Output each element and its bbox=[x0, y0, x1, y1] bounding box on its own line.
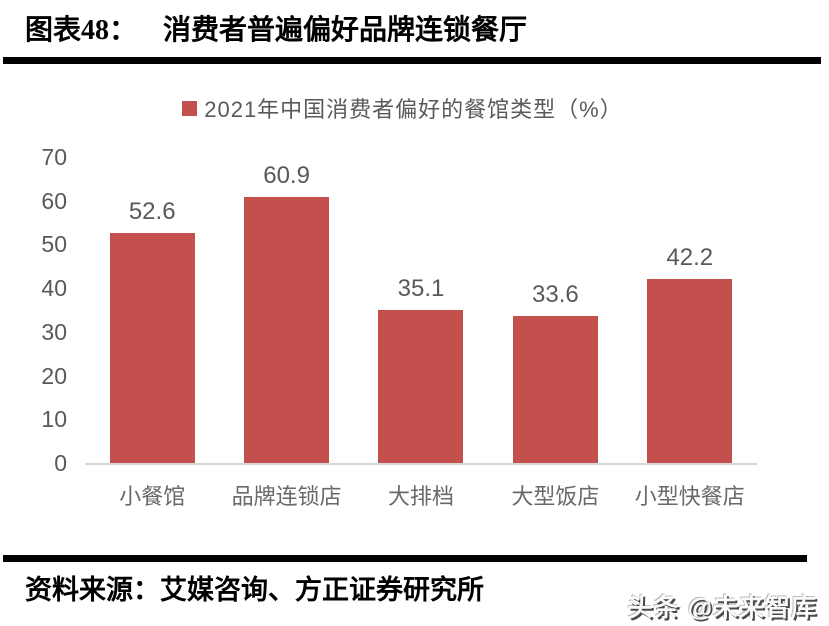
bar-value-label: 52.6 bbox=[128, 198, 176, 226]
bar-column: 52.6 bbox=[85, 198, 219, 463]
plot-area: 0 10 20 30 40 50 60 70 52.6 小餐馆 60.9 品牌连锁店 35.1 大排档 33… bbox=[41, 144, 757, 509]
chart-title: 图表48： 消费者普遍偏好品牌连锁餐厅 bbox=[25, 8, 815, 48]
source-note: 资料来源：艾媒咨询、方正证券研究所 bbox=[25, 575, 484, 605]
bar-column: 35.1 bbox=[354, 275, 488, 463]
bar-column: 42.2 bbox=[623, 244, 757, 463]
legend-marker-icon bbox=[182, 100, 198, 116]
x-axis-category-label: 大型饭店 bbox=[511, 484, 600, 509]
x-axis-category-label: 小型快餐店 bbox=[634, 484, 745, 509]
y-axis-tick-label: 10 bbox=[41, 406, 67, 433]
bar-value-label: 42.2 bbox=[666, 243, 714, 271]
title-divider-rule bbox=[3, 57, 821, 64]
bar bbox=[512, 316, 598, 463]
y-axis-tick-label: 50 bbox=[41, 231, 67, 258]
y-axis-tick-label: 30 bbox=[41, 318, 67, 345]
chart-number-label: 图表48： bbox=[25, 15, 138, 46]
bar bbox=[244, 196, 330, 463]
chart-legend: 2021年中国消费者偏好的餐馆类型（%） bbox=[0, 92, 805, 124]
bar bbox=[647, 278, 733, 463]
watermark: 头条 @未来智库 bbox=[627, 594, 817, 622]
y-axis-tick-label: 0 bbox=[54, 450, 67, 476]
x-axis-category-label: 大排档 bbox=[387, 484, 454, 509]
y-axis-tick-label: 40 bbox=[41, 275, 67, 302]
legend-label: 2021年中国消费者偏好的餐馆类型（%） bbox=[204, 97, 623, 122]
chart-title-text: 消费者普遍偏好品牌连锁餐厅 bbox=[163, 15, 528, 46]
bar bbox=[109, 233, 195, 463]
bar-value-label: 35.1 bbox=[397, 274, 445, 302]
x-axis-category-label: 小餐馆 bbox=[119, 484, 186, 509]
bar-column: 33.6 bbox=[488, 281, 622, 463]
bar bbox=[378, 309, 464, 463]
bar-column: 60.9 bbox=[219, 162, 353, 463]
y-axis-tick-label: 70 bbox=[41, 144, 67, 170]
y-axis-tick-label: 60 bbox=[41, 187, 67, 214]
x-axis-category-label: 品牌连锁店 bbox=[231, 484, 342, 509]
bar-value-label: 33.6 bbox=[532, 281, 579, 309]
bar-value-label: 60.9 bbox=[263, 161, 310, 189]
y-axis-tick-label: 20 bbox=[41, 362, 67, 389]
footer-divider-rule bbox=[3, 555, 807, 562]
